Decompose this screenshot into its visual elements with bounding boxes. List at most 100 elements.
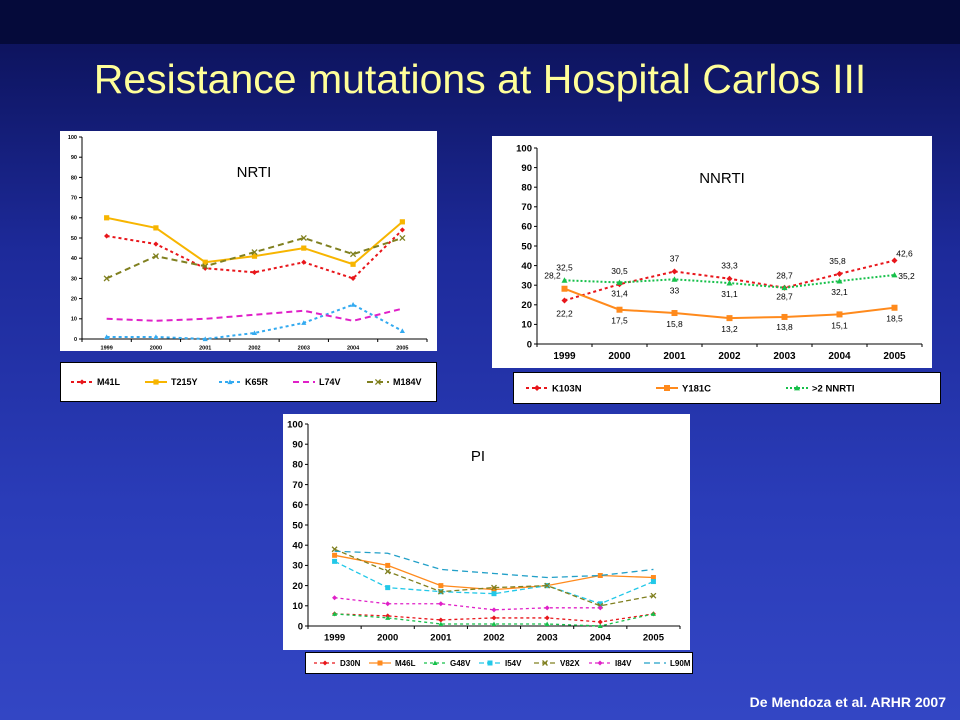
data-point	[891, 304, 898, 311]
y-tick-label: 10	[521, 320, 532, 331]
legend-label: >2 NNRTI	[812, 383, 855, 394]
data-label: 35,8	[829, 256, 846, 266]
x-tick-label: 2001	[199, 346, 211, 352]
data-point	[437, 588, 444, 595]
data-point	[726, 275, 733, 282]
chart-title: NRTI	[237, 164, 272, 181]
nnrti-legend: K103N Y181C >2 NNRTI	[513, 372, 941, 404]
data-label: 22,2	[556, 308, 573, 318]
series-m184v	[103, 234, 406, 282]
data-point	[438, 583, 444, 589]
data-label: 37	[670, 253, 680, 263]
y-tick-label: 50	[292, 520, 303, 531]
y-tick-label: 100	[287, 419, 303, 430]
x-tick-label: 2003	[298, 346, 310, 352]
data-point	[726, 280, 733, 286]
series-2nnrti: 32,5 31,4 33 31,1 28,7 32,1 35,2	[556, 262, 915, 301]
y-tick-label: 10	[292, 601, 303, 612]
data-point	[650, 579, 656, 585]
data-point	[616, 306, 623, 313]
legend-item: Y181C	[656, 383, 711, 394]
series-k65r	[104, 302, 405, 342]
data-point	[650, 592, 657, 599]
data-label: 30,5	[611, 266, 628, 276]
data-label: 28,7	[776, 292, 793, 302]
data-point	[384, 568, 391, 575]
legend-label: Y181C	[682, 383, 711, 394]
data-point	[350, 251, 357, 258]
legend-marker	[374, 378, 382, 386]
legend-item: L90M	[644, 659, 691, 668]
data-point	[152, 253, 159, 260]
legend-item: K65R	[219, 377, 269, 387]
y-tick-label: 70	[292, 480, 303, 491]
y-tick-label: 60	[71, 216, 77, 222]
data-point	[561, 285, 568, 292]
data-point	[153, 241, 159, 247]
series-y181c: 28,2 17,5 15,8 13,2 13,8 15,1 18,5	[544, 271, 903, 334]
slide-title: Resistance mutations at Hospital Carlos …	[93, 56, 867, 102]
chart-title: NNRTI	[699, 170, 745, 187]
x-tick-label: 2003	[773, 351, 796, 362]
y-tick-label: 90	[292, 440, 303, 451]
y-tick-label: 100	[516, 143, 532, 154]
legend-label: L90M	[670, 659, 691, 668]
legend-label: K65R	[245, 377, 269, 387]
x-tick-label: 2000	[150, 346, 162, 352]
data-point	[399, 219, 405, 225]
data-point	[491, 584, 497, 591]
data-point	[561, 297, 568, 304]
data-point	[202, 259, 208, 265]
data-label: 15,8	[666, 319, 683, 329]
data-point	[491, 621, 497, 626]
x-tick-label: 1999	[324, 633, 345, 644]
data-point	[153, 334, 159, 340]
data-point	[251, 253, 258, 259]
data-point	[616, 279, 623, 285]
data-point	[671, 276, 678, 282]
x-tick-label: 2001	[663, 351, 686, 362]
x-tick-label: 2003	[537, 633, 558, 644]
legend-marker	[322, 660, 328, 666]
data-label: 31,1	[721, 289, 738, 299]
y-tick-label: 0	[527, 339, 532, 350]
series-i54v	[332, 558, 656, 607]
series-l90m	[334, 550, 654, 579]
legend-svg: M41L T215Y K65R L74V M184V	[71, 377, 422, 387]
y-tick-label: 40	[521, 261, 532, 272]
data-point	[104, 334, 110, 340]
legend-marker	[227, 379, 233, 385]
data-point	[891, 257, 898, 264]
y-tick-label: 80	[71, 175, 77, 181]
pi-legend: D30N M46L G48V I54V V82X I84V L90M	[305, 652, 693, 674]
y-tick-label: 70	[71, 196, 77, 202]
data-label: 42,6	[896, 249, 913, 259]
y-tick-label: 50	[521, 241, 532, 252]
x-tick-label: 2000	[608, 351, 631, 362]
data-point	[385, 601, 391, 607]
legend-item: G48V	[424, 659, 471, 668]
legend-item: M46L	[369, 659, 416, 668]
data-point	[491, 587, 497, 593]
data-label: 17,5	[611, 316, 628, 326]
y-tick-label: 80	[292, 460, 303, 471]
legend-marker	[534, 385, 540, 391]
data-point	[836, 311, 843, 318]
y-tick-label: 0	[74, 337, 77, 343]
data-label: 28,2	[544, 271, 561, 281]
chart-svg: 0 10 20 30 40 50 60 70 80 90 100 1999 2000 2001 2002 20…	[287, 419, 681, 644]
data-point	[251, 330, 258, 336]
legend-marker	[79, 379, 85, 385]
y-tick-label: 90	[71, 155, 77, 161]
data-point	[650, 575, 656, 581]
data-label: 32,5	[556, 262, 573, 272]
y-tick-label: 20	[521, 300, 532, 311]
legend-label: M184V	[393, 377, 422, 387]
series-v82x	[331, 546, 657, 609]
data-point	[544, 582, 551, 589]
series-line	[334, 597, 601, 611]
data-point	[597, 623, 603, 628]
series-g48v	[332, 611, 656, 628]
legend-marker	[487, 660, 493, 666]
data-point	[650, 611, 656, 616]
